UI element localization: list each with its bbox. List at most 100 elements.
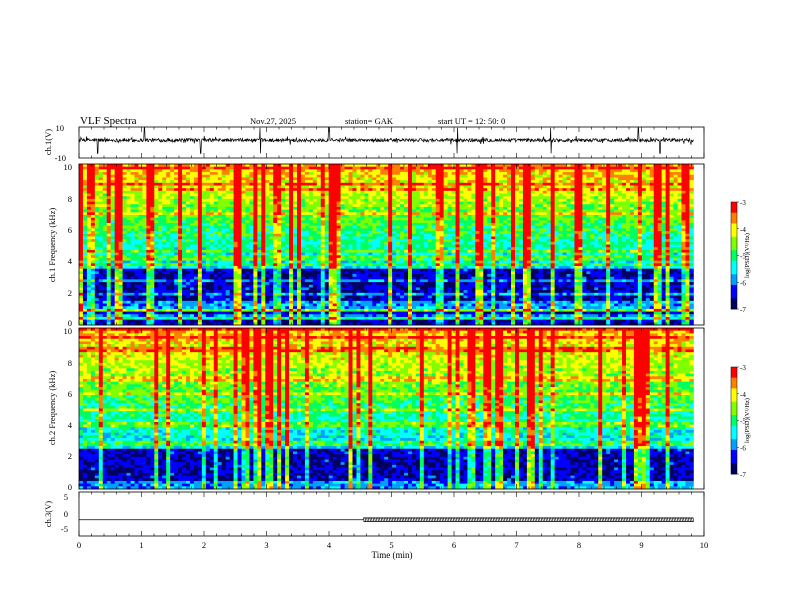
heatmap-cell bbox=[376, 223, 381, 227]
heatmap-cell bbox=[249, 292, 254, 296]
heatmap-cell bbox=[328, 271, 334, 275]
heatmap-cell bbox=[368, 255, 373, 259]
heatmap-cell bbox=[316, 217, 322, 221]
heatmap-cell bbox=[225, 212, 231, 216]
heatmap-cell bbox=[328, 231, 334, 235]
heatmap-cell bbox=[122, 276, 127, 280]
heatmap-cell bbox=[332, 233, 338, 237]
heatmap-cell bbox=[142, 247, 147, 251]
heatmap-cell bbox=[384, 308, 389, 312]
heatmap-cell bbox=[209, 212, 215, 216]
heatmap-cell bbox=[201, 233, 207, 237]
heatmap-cell bbox=[340, 231, 345, 235]
heatmap-cell bbox=[201, 190, 207, 194]
heatmap-cell bbox=[277, 311, 282, 315]
heatmap-cell bbox=[388, 306, 393, 310]
heatmap-cell bbox=[237, 265, 242, 270]
heatmap-cell bbox=[316, 247, 322, 251]
heatmap-cell bbox=[102, 198, 108, 202]
heatmap-cell bbox=[86, 217, 92, 221]
heatmap-cell bbox=[245, 223, 250, 227]
heatmap-cell bbox=[98, 276, 104, 280]
heatmap-cell bbox=[253, 174, 258, 178]
heatmap-cell bbox=[146, 231, 151, 235]
heatmap-cell bbox=[106, 311, 112, 315]
heatmap-cell bbox=[122, 239, 127, 243]
heatmap-cell bbox=[376, 201, 381, 205]
heatmap-cell bbox=[189, 212, 195, 216]
heatmap-cell bbox=[182, 308, 187, 312]
heatmap-cell bbox=[98, 279, 104, 283]
heatmap-cell bbox=[348, 292, 353, 296]
heatmap-cell bbox=[122, 223, 127, 227]
heatmap-cell bbox=[201, 265, 207, 270]
heatmap-cell bbox=[229, 182, 234, 186]
heatmap-cell bbox=[368, 190, 373, 194]
heatmap-cell bbox=[126, 174, 131, 178]
heatmap-cell bbox=[352, 257, 357, 261]
heatmap-cell bbox=[372, 209, 377, 213]
heatmap-cell bbox=[106, 287, 112, 291]
heatmap-cell bbox=[297, 196, 302, 200]
heatmap-cell bbox=[197, 166, 203, 170]
heatmap-cell bbox=[328, 196, 334, 200]
heatmap-cell bbox=[118, 169, 123, 173]
heatmap-cell bbox=[182, 233, 187, 237]
heatmap-cell bbox=[110, 239, 116, 243]
heatmap-cell bbox=[197, 228, 203, 232]
heatmap-cell bbox=[209, 282, 215, 286]
heatmap-cell bbox=[174, 255, 179, 259]
heatmap-cell bbox=[114, 308, 120, 312]
heatmap-cell bbox=[134, 169, 139, 173]
heatmap-cell bbox=[297, 263, 302, 267]
heatmap-cell bbox=[297, 201, 302, 205]
heatmap-cell bbox=[320, 209, 326, 213]
heatmap-cell bbox=[332, 209, 338, 213]
heatmap-cell bbox=[182, 306, 187, 310]
heatmap-cell bbox=[209, 223, 215, 227]
heatmap-cell bbox=[86, 236, 92, 240]
heatmap-cell bbox=[241, 182, 246, 186]
heatmap-cell bbox=[257, 209, 262, 213]
heatmap-cell bbox=[392, 322, 397, 326]
heatmap-cell bbox=[293, 265, 298, 270]
heatmap-cell bbox=[312, 257, 318, 261]
heatmap-cell bbox=[253, 201, 258, 205]
heatmap-cell bbox=[233, 228, 238, 232]
heatmap-cell bbox=[285, 204, 290, 208]
heatmap-cell bbox=[102, 252, 108, 256]
heatmap-cell bbox=[273, 274, 278, 278]
heatmap-cell bbox=[79, 193, 84, 197]
heatmap-cell bbox=[281, 220, 286, 224]
heatmap-cell bbox=[79, 263, 84, 267]
heatmap-cell bbox=[130, 214, 135, 219]
heatmap-cell bbox=[154, 298, 159, 302]
heatmap-cell bbox=[106, 316, 112, 321]
heatmap-cell bbox=[269, 233, 274, 237]
heatmap-cell bbox=[174, 274, 179, 278]
heatmap-cell bbox=[281, 236, 286, 240]
heatmap-cell bbox=[102, 249, 108, 253]
heatmap-cell bbox=[225, 214, 231, 219]
heatmap-cell bbox=[360, 212, 365, 216]
heatmap-cell bbox=[285, 292, 290, 296]
heatmap-cell bbox=[90, 182, 96, 186]
heatmap-cell bbox=[229, 225, 234, 229]
heatmap-cell bbox=[213, 201, 219, 205]
heatmap-cell bbox=[316, 308, 322, 312]
heatmap-cell bbox=[182, 276, 187, 280]
heatmap-cell bbox=[265, 228, 270, 232]
heatmap-cell bbox=[98, 164, 104, 168]
heatmap-cell bbox=[79, 265, 84, 270]
heatmap-cell bbox=[79, 231, 84, 235]
heatmap-cell bbox=[253, 306, 258, 310]
heatmap-cell bbox=[344, 249, 349, 253]
heatmap-cell bbox=[289, 260, 294, 264]
heatmap-cell bbox=[138, 284, 143, 288]
heatmap-cell bbox=[122, 164, 127, 168]
heatmap-cell bbox=[261, 279, 266, 283]
heatmap-cell bbox=[316, 265, 322, 270]
heatmap-cell bbox=[293, 284, 298, 288]
heatmap-cell bbox=[388, 279, 393, 283]
heatmap-cell bbox=[348, 260, 353, 264]
